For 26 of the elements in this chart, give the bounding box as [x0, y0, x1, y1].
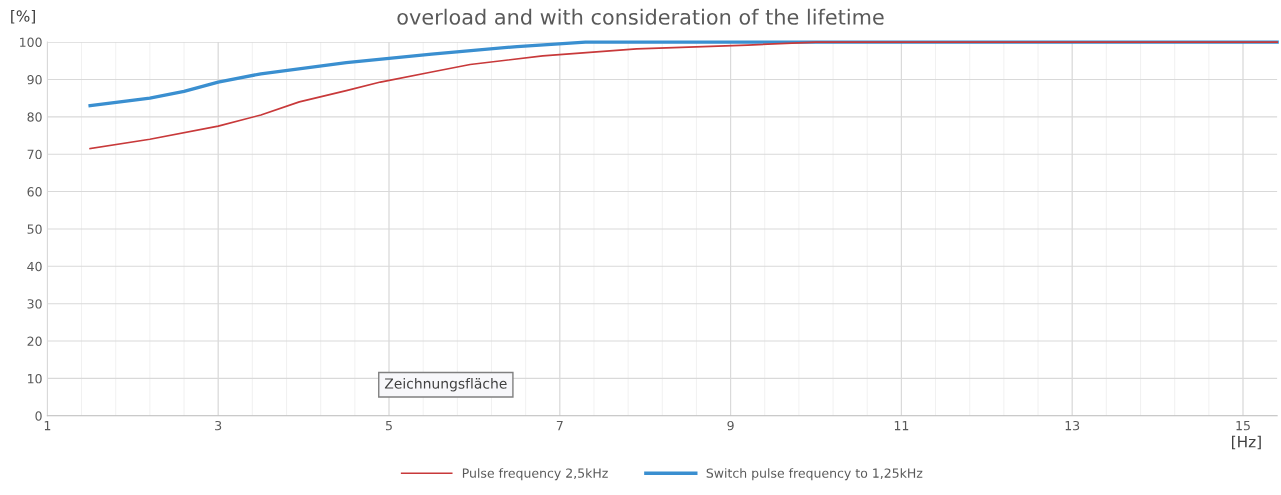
- line-series: [89, 41, 1278, 150]
- y-tick-label: 20: [27, 336, 42, 346]
- y-tick-label: 70: [27, 149, 42, 160]
- x-tick-label: 9: [727, 420, 734, 431]
- legend-label: Pulse frequency 2,5kHz: [462, 468, 608, 481]
- x-tick-label: 3: [215, 420, 222, 431]
- y-tick-label: 100: [20, 37, 42, 47]
- x-axis-title: [Hz]: [1232, 435, 1261, 450]
- x-tick-label: 7: [556, 421, 563, 431]
- y-tick-label: 90: [27, 74, 42, 85]
- x-tick-label: 13: [1065, 420, 1080, 431]
- x-tick-label: 11: [894, 421, 909, 431]
- y-tick-label: 80: [27, 112, 42, 122]
- chart-title: overload and with consideration of the lifetime: [397, 8, 884, 25]
- legend-label: Switch pulse frequency to 1,25kHz: [706, 468, 923, 481]
- x-tick-label: 1: [44, 421, 51, 431]
- y-axis-title: [%]: [11, 9, 35, 24]
- y-tick-label: 30: [27, 299, 42, 309]
- y-tick-label: 40: [27, 261, 42, 272]
- y-tick-label: 0: [35, 411, 42, 421]
- y-tick-label: 60: [27, 187, 42, 197]
- x-tick-label: 5: [385, 421, 392, 431]
- annotation: Zeichnungsfläche: [384, 378, 507, 392]
- y-tick-label: 10: [28, 373, 42, 384]
- x-tick-label: 15: [1236, 421, 1250, 431]
- y-tick-label: 50: [27, 224, 42, 234]
